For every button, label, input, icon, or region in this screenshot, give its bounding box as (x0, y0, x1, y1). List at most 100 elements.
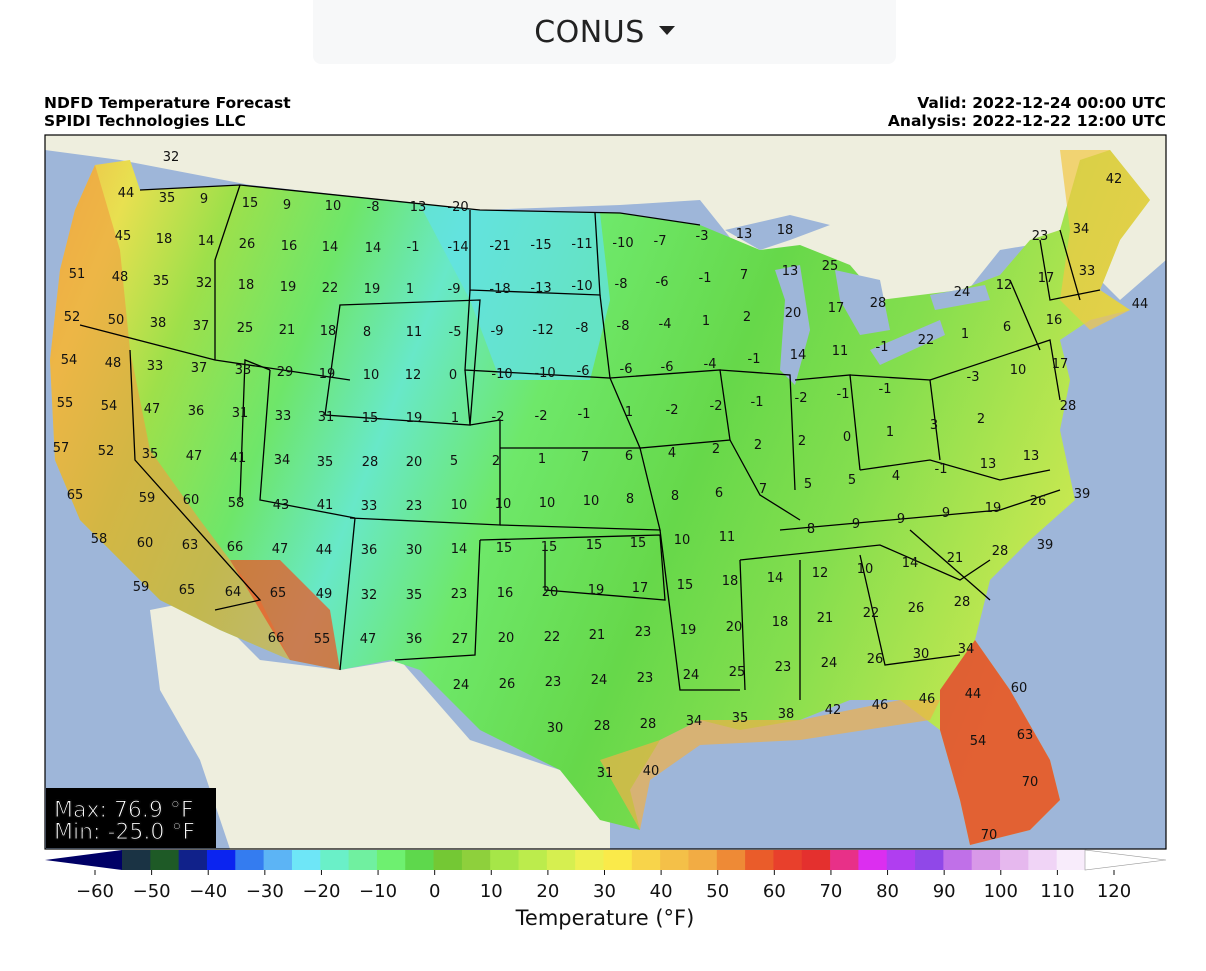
colorbar-segment (886, 850, 916, 870)
map-value: 32 (196, 276, 213, 291)
map-value: 5 (848, 473, 856, 488)
map-value: 48 (105, 356, 122, 371)
map-value: 36 (361, 543, 378, 558)
colorbar-segment (206, 850, 236, 870)
map-value: 41 (317, 498, 334, 513)
map-value: 15 (630, 536, 647, 551)
map-value: 8 (626, 492, 634, 507)
colorbar-ticks: −60 −50 −40 −30 −20 −10 0 10 20 30 40 50 60 70 80 90 100… (76, 870, 1131, 902)
map-value: -2 (492, 410, 505, 425)
map-border (44, 134, 1167, 850)
map-value: 34 (958, 642, 975, 657)
map-value: 1 (702, 314, 710, 329)
map-value: 18 (777, 223, 794, 238)
florida-hot-band (940, 640, 1060, 845)
map-value: -1 (748, 352, 761, 367)
map-value: 12 (405, 368, 422, 383)
colorbar-tick-label: 0 (429, 881, 440, 902)
map-value: 25 (822, 259, 839, 274)
colorbar-segment (348, 850, 378, 870)
map-value: 42 (1106, 172, 1123, 187)
colorbar-segment (122, 850, 151, 870)
map-value: 0 (843, 430, 851, 445)
map-value: 22 (322, 281, 339, 296)
map-value: 28 (594, 719, 611, 734)
map-value: 7 (581, 450, 589, 465)
map-value: -8 (367, 200, 380, 215)
map-value: 31 (232, 406, 249, 421)
map-value: 33 (361, 499, 378, 514)
region-dropdown-label: CONUS (534, 14, 645, 50)
map-value: -2 (710, 399, 723, 414)
map-value: 13 (1023, 449, 1040, 464)
map-value: 23 (406, 499, 423, 514)
map-value: 64 (225, 585, 242, 600)
colorbar-tick-label: 50 (706, 881, 729, 902)
map-value: 47 (272, 542, 289, 557)
map-value: 52 (98, 444, 115, 459)
colorbar-tick-label: 120 (1097, 881, 1131, 902)
analysis-time: Analysis: 2022-12-22 12:00 UTC (887, 112, 1166, 130)
map-value: 24 (683, 668, 700, 683)
map-value: 30 (913, 647, 930, 662)
map-value: -10 (571, 279, 592, 294)
map-value: 66 (268, 631, 285, 646)
map-value: 15 (496, 541, 513, 556)
map-value: 23 (637, 671, 654, 686)
map-value: 5 (804, 477, 812, 492)
map-value: 24 (453, 678, 470, 693)
map-value: 12 (996, 278, 1013, 293)
map-value: 14 (365, 241, 382, 256)
map-value: -5 (449, 325, 462, 340)
west-coast-warm-band (50, 165, 290, 660)
map-value: 34 (274, 453, 291, 468)
map-value: 10 (674, 533, 691, 548)
colorbar-tick-label: 90 (933, 881, 956, 902)
colorbar-segment (291, 850, 321, 870)
map-value: 20 (542, 585, 559, 600)
map-value: 28 (954, 595, 971, 610)
map-value: 4 (892, 469, 900, 484)
map-value: 50 (108, 313, 125, 328)
map-value: 37 (193, 319, 210, 334)
map-value: 65 (179, 583, 196, 598)
canada-land (45, 135, 1166, 350)
map-value: 46 (872, 698, 889, 713)
colorbar-segment (915, 850, 944, 870)
map-value: -8 (615, 277, 628, 292)
map-value: 28 (992, 544, 1009, 559)
map-value: 36 (188, 404, 205, 419)
map-value: 35 (732, 711, 749, 726)
colorbar-segment (830, 850, 859, 870)
map-value: 9 (897, 512, 905, 527)
map-value: -4 (704, 357, 717, 372)
map-value: 19 (985, 501, 1002, 516)
map-value: 9 (200, 192, 208, 207)
map-value: -8 (617, 319, 630, 334)
mexico-land (150, 600, 610, 849)
colorbar-segment (518, 850, 548, 870)
map-value: 31 (318, 410, 335, 425)
map-value: 19 (680, 623, 697, 638)
map-value: 60 (1011, 681, 1028, 696)
map-value: 10 (857, 562, 874, 577)
map-value: 19 (406, 411, 423, 426)
map-value: 14 (790, 348, 807, 363)
map-value: -13 (530, 281, 551, 296)
map-value: 35 (142, 447, 159, 462)
map-value: 24 (591, 673, 608, 688)
map-value: 4 (668, 446, 676, 461)
lake-erie (870, 320, 945, 365)
colorbar-segment (490, 850, 520, 870)
map-value: -6 (620, 362, 633, 377)
map-value: 26 (908, 601, 925, 616)
colorbar-segment (1000, 850, 1029, 870)
map-value: 59 (133, 580, 150, 595)
map-value: 14 (322, 240, 339, 255)
map-value: 63 (1017, 728, 1034, 743)
map-value: 42 (825, 703, 842, 718)
region-dropdown[interactable]: CONUS (313, 0, 896, 64)
map-value: 59 (139, 491, 156, 506)
map-value: 1 (886, 425, 894, 440)
